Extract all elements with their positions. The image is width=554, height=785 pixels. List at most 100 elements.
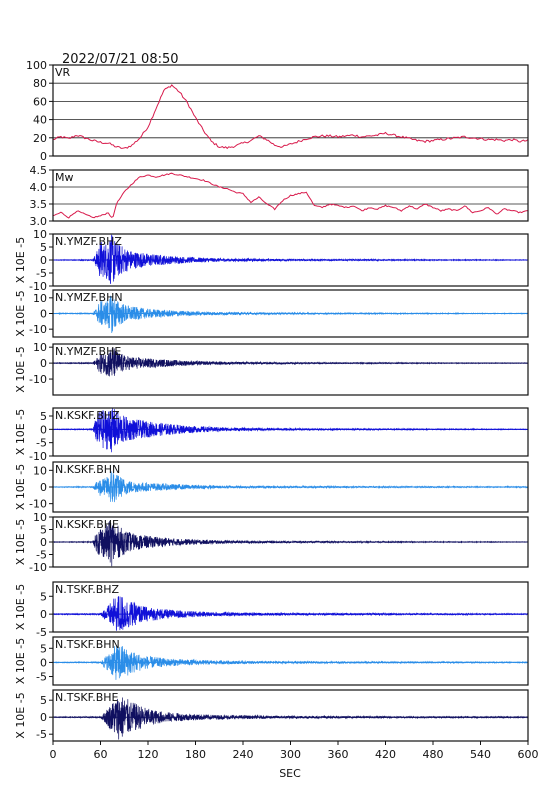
panel-label: N.KSKF.BHZ xyxy=(55,409,120,422)
waveform-trace xyxy=(52,644,529,680)
x-tick-label: 180 xyxy=(185,748,206,761)
x-tick-label: 420 xyxy=(375,748,396,761)
y-tick-label: -10 xyxy=(29,450,47,463)
waveform-trace xyxy=(52,348,529,377)
y-tick-label: 0 xyxy=(40,357,47,370)
x-tick-label: 0 xyxy=(50,748,57,761)
y-tick-label: 0 xyxy=(40,481,47,494)
panel-n-ymzf-bhn: -10 0 10 N.YMZF.BHN X 10E -5 xyxy=(14,289,529,338)
panel-frame xyxy=(52,343,529,396)
y-tick-label: -5 xyxy=(36,267,47,280)
panel-label: N.YMZF.BHN xyxy=(55,291,123,304)
y-tick-label: -10 xyxy=(29,323,47,336)
waveform-trace xyxy=(52,697,529,740)
panel-label: N.YMZF.BHZ xyxy=(55,235,122,248)
y-tick-label: 40 xyxy=(33,114,47,127)
panel-label: VR xyxy=(55,66,71,79)
y-tick-label: -10 xyxy=(29,280,47,293)
panel-frame xyxy=(52,64,529,157)
timestamp-title: 2022/07/21 08:50 xyxy=(62,52,179,67)
panel-frame xyxy=(52,581,529,633)
waveform-trace xyxy=(52,407,529,453)
y-axis-label: X 10E -5 xyxy=(14,409,27,455)
panel-n-tskf-bhz: -5 0 5 N.TSKF.BHZ X 10E -5 xyxy=(14,581,529,639)
panel-mw: 3.0 3.5 4.0 4.5 Mw xyxy=(30,164,529,228)
series-line-mw xyxy=(52,172,529,219)
y-tick-label: 4.5 xyxy=(30,164,48,177)
y-axis-label: X 10E -5 xyxy=(14,290,27,336)
y-tick-label: 10 xyxy=(33,292,47,305)
y-axis-label: X 10E -5 xyxy=(14,692,27,738)
y-tick-label: -5 xyxy=(36,728,47,741)
y-tick-label: 5 xyxy=(40,590,47,603)
x-tick-label: 540 xyxy=(470,748,491,761)
x-tick-label: 480 xyxy=(423,748,444,761)
y-tick-label: 0 xyxy=(40,711,47,724)
waveform-trace xyxy=(52,234,528,284)
y-axis-label: X 10E -5 xyxy=(14,346,27,392)
y-tick-label: 5 xyxy=(40,694,47,707)
panel-n-kskf-bhn: -10 0 10 N.KSKF.BHN X 10E -5 xyxy=(14,461,529,513)
x-axis-label: SEC xyxy=(279,767,301,780)
y-tick-label: -5 xyxy=(36,437,47,450)
y-tick-label: -5 xyxy=(36,549,47,562)
y-tick-label: 0 xyxy=(40,536,47,549)
panel-frame xyxy=(52,636,529,686)
y-tick-label: 0 xyxy=(40,608,47,621)
x-tick-label: 600 xyxy=(518,748,539,761)
series-line-vr xyxy=(52,84,529,150)
waveform-trace xyxy=(52,595,529,631)
panel-frame xyxy=(52,169,529,222)
waveform-trace xyxy=(52,295,529,334)
y-tick-label: 100 xyxy=(26,59,47,72)
panel-n-kskf-bhz: -10-505 N.KSKF.BHZ X 10E -5 xyxy=(14,407,529,463)
waveform-trace xyxy=(52,521,529,567)
y-tick-label: 5 xyxy=(40,642,47,655)
y-tick-label: 10 xyxy=(33,341,47,354)
y-tick-label: 10 xyxy=(33,464,47,477)
y-tick-label: 5 xyxy=(40,241,47,254)
x-axis: 0 60 120 180 240 300 360 420 480 540 600 xyxy=(50,741,539,761)
x-tick-label: 240 xyxy=(233,748,254,761)
panel-n-tskf-bhe: -5 0 5 N.TSKF.BHE X 10E -5 xyxy=(14,689,529,742)
y-tick-label: 0 xyxy=(40,254,47,267)
panel-label: N.YMZF.BHE xyxy=(55,345,121,358)
y-tick-label: 3.0 xyxy=(30,215,48,228)
y-tick-label: -5 xyxy=(36,626,47,639)
y-tick-label: -10 xyxy=(29,561,47,574)
panel-label: N.KSKF.BHE xyxy=(55,518,119,531)
y-tick-label: 60 xyxy=(33,95,47,108)
y-tick-label: 0 xyxy=(40,308,47,321)
y-tick-label: 0 xyxy=(40,423,47,436)
panel-vr: 0 20 40 60 80 100 VR xyxy=(26,59,529,163)
y-tick-label: 0 xyxy=(40,656,47,669)
y-tick-label: 80 xyxy=(33,77,47,90)
panel-frame xyxy=(52,407,529,457)
y-tick-label: 20 xyxy=(33,132,47,145)
x-tick-label: 60 xyxy=(94,748,108,761)
y-tick-label: 5 xyxy=(40,410,47,423)
panel-label: N.TSKF.BHE xyxy=(55,691,119,704)
y-tick-label: -10 xyxy=(29,373,47,386)
y-tick-label: -5 xyxy=(36,671,47,684)
y-tick-label: 10 xyxy=(33,228,47,241)
y-axis-label: X 10E -5 xyxy=(14,519,27,565)
y-axis-label: X 10E -5 xyxy=(14,584,27,630)
waveform-trace xyxy=(52,471,529,503)
x-tick-label: 120 xyxy=(138,748,159,761)
panel-label: N.TSKF.BHZ xyxy=(55,583,120,596)
y-tick-label: 3.5 xyxy=(30,198,48,211)
y-axis-label: X 10E -5 xyxy=(14,464,27,510)
panel-n-tskf-bhn: -5 05 N.TSKF.BHN X 10E -5 xyxy=(14,636,529,686)
panel-label: Mw xyxy=(55,171,74,184)
panel-n-ymzf-bhe: -10 0 10 N.YMZF.BHE X 10E -5 xyxy=(14,341,529,396)
y-tick-label: 10 xyxy=(33,511,47,524)
y-axis-label: X 10E -5 xyxy=(14,638,27,684)
y-tick-label: 4.0 xyxy=(30,181,48,194)
x-tick-label: 360 xyxy=(328,748,349,761)
y-axis-label: X 10E -5 xyxy=(14,237,27,283)
